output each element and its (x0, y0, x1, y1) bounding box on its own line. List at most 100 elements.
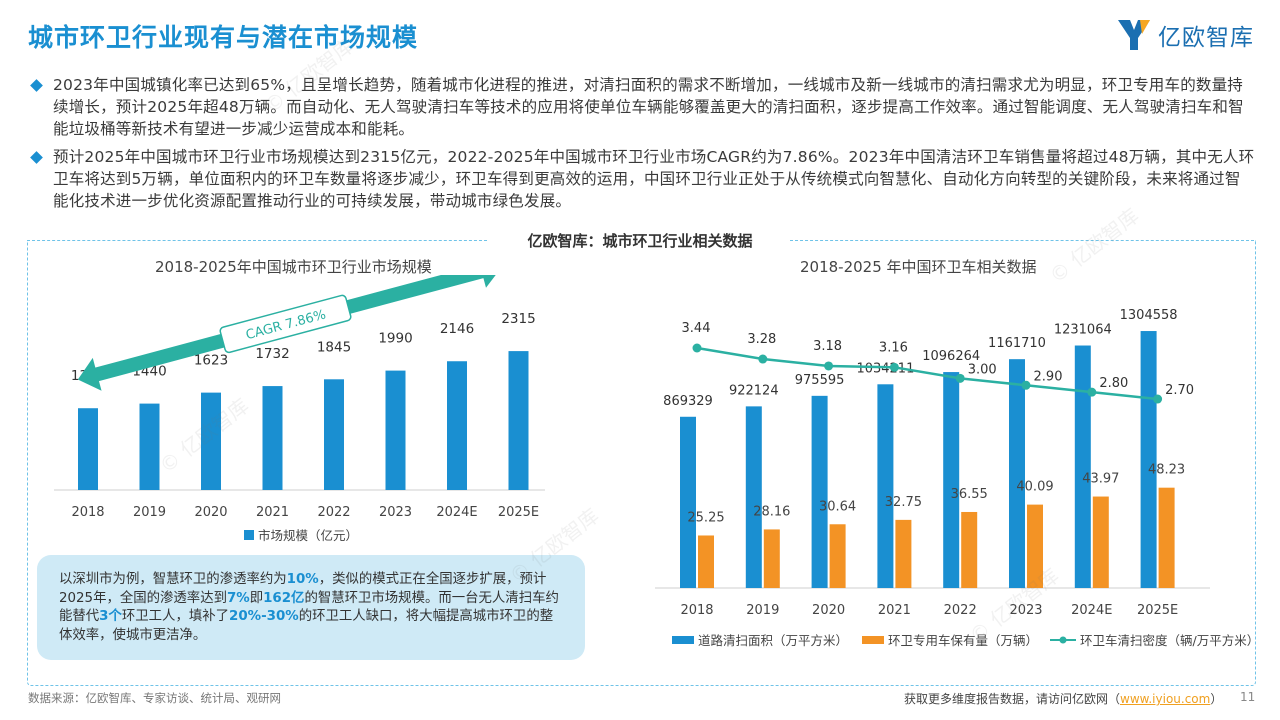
data-label-vehicles: 32.75 (885, 495, 922, 510)
logo-text: 亿欧智库 (1158, 25, 1254, 51)
page-number: 11 (1240, 690, 1256, 704)
density-label: 2.90 (1034, 369, 1063, 384)
bullet-text: 2023年中国城镇化率已达到65%，且呈增长趋势，随着城市化进程的推进，对清扫面… (53, 76, 1244, 138)
bar (201, 392, 221, 490)
bar-vehicles (1158, 487, 1175, 588)
tick-label: 2018 (680, 603, 713, 618)
data-label: 1623 (194, 353, 228, 369)
density-label: 3.18 (813, 339, 842, 354)
bar-vehicles (763, 529, 780, 588)
data-label-area: 1231064 (1054, 323, 1112, 338)
diamond-bullet-icon (30, 79, 43, 92)
data-label: 2146 (440, 321, 474, 337)
frame-top-right (790, 240, 1254, 241)
tick-label: 2021 (256, 505, 289, 520)
data-label-vehicles: 28.16 (753, 504, 790, 519)
bar (508, 351, 529, 490)
brand-logo: 亿欧智库 (1114, 16, 1254, 54)
data-label-area: 1096264 (922, 349, 980, 364)
legend-line-marker-icon (1050, 636, 1077, 643)
sanitation-vehicle-chart: 869329 25.25 2018 922124 28.16 2019 975595 30.6… (655, 308, 1210, 618)
legend-swatch (244, 529, 254, 540)
legend-swatch-vehicles (862, 635, 885, 644)
bullet-item: 2023年中国城镇化率已达到65%，且呈增长趋势，随着城市化进程的推进，对清扫面… (28, 74, 1256, 140)
bar-area (877, 384, 894, 588)
section-title: 亿欧智库：城市环卫行业相关数据 (0, 230, 1280, 251)
tick-label: 2024E (1071, 603, 1112, 618)
bar-vehicles (895, 519, 912, 588)
bar-area (745, 406, 762, 588)
tick-label: 2020 (194, 505, 227, 520)
bar (139, 403, 160, 490)
market-size-chart: 1363201814402019162320201732202118452022… (54, 275, 545, 520)
chart1-title: 2018-2025年中国城市环卫行业市场规模 (155, 258, 432, 276)
charts-frame (27, 240, 1256, 686)
bullet-text: 预计2025年中国城市环卫行业市场规模达到2315亿元，2022-2025年中国… (53, 148, 1255, 210)
bar-area (680, 416, 696, 588)
density-label: 3.00 (968, 362, 997, 377)
density-label: 3.44 (682, 321, 711, 336)
data-label: 1845 (317, 339, 351, 355)
page-title: 城市环卫行业现有与潜在市场规模 (28, 23, 419, 52)
tick-label: 2023 (1009, 603, 1042, 618)
data-label: 1990 (378, 331, 412, 347)
bar (385, 370, 406, 490)
legend-label: 市场规模（亿元） (258, 528, 359, 543)
bar-area (943, 372, 960, 588)
tick-label: 2023 (379, 505, 412, 520)
bar-area (1140, 331, 1157, 588)
tick-label: 2022 (317, 505, 350, 520)
summary-bullets: 2023年中国城镇化率已达到65%，且呈增长趋势，随着城市化进程的推进，对清扫面… (28, 74, 1256, 218)
density-label: 3.28 (747, 332, 776, 347)
legend-label-area: 道路清扫面积（万平方米） (698, 633, 849, 648)
bar-area (1074, 345, 1091, 588)
tick-label: 2024E (436, 505, 477, 520)
bar (447, 361, 467, 490)
density-line (696, 346, 1158, 401)
yiou-logo-icon (1118, 20, 1150, 50)
density-label: 3.16 (879, 340, 908, 355)
tick-label: 2025E (498, 505, 539, 520)
tick-label: 2021 (878, 603, 911, 618)
density-point (955, 373, 965, 383)
bar-vehicles (1092, 496, 1109, 588)
data-label-vehicles: 36.55 (951, 487, 988, 502)
density-point (692, 343, 702, 353)
density-point (1087, 387, 1097, 397)
bar-area (811, 395, 828, 588)
data-label: 1732 (255, 346, 289, 362)
bar-vehicles (698, 535, 714, 588)
bar-vehicles (829, 524, 846, 588)
bar (78, 408, 98, 490)
diamond-bullet-icon (30, 151, 43, 164)
tick-label: 2022 (944, 603, 977, 618)
legend-label-vehicles: 环卫专用车保有量（万辆） (888, 633, 1039, 648)
chart2-title: 2018-2025 年中国环卫车相关数据 (800, 258, 1037, 276)
data-label: 2315 (501, 311, 535, 327)
tick-label: 2018 (71, 505, 104, 520)
cagr-label-box (219, 294, 352, 354)
data-label-vehicles: 40.09 (1016, 480, 1053, 495)
chart1-legend: 市场规模（亿元） (244, 525, 358, 544)
density-point (824, 361, 834, 371)
density-point (889, 362, 899, 372)
data-label-area: 922124 (729, 383, 779, 398)
bar-vehicles (1027, 504, 1043, 588)
bar-vehicles (961, 511, 978, 588)
shenzhen-callout: 以深圳市为例，智慧环卫的渗透率约为10%，类似的模式正在全国逐步扩展，预计202… (37, 555, 585, 660)
data-label-area: 1034211 (856, 361, 914, 376)
bar (262, 386, 283, 490)
tick-label: 2019 (133, 505, 166, 520)
data-label-vehicles: 48.23 (1148, 463, 1185, 478)
density-point (1153, 394, 1163, 404)
data-label-vehicles: 30.64 (819, 499, 856, 514)
footer-more-info: 获取更多维度报告数据，请访问亿欧网（www.iyiou.com） (904, 692, 1223, 706)
data-label-area: 975595 (795, 373, 845, 388)
data-source: 数据来源：亿欧智库、专家访谈、统计局、观研网 (28, 691, 281, 705)
cagr-arrowhead-left (77, 357, 102, 391)
frame-top-left (27, 240, 487, 241)
density-label: 2.80 (1099, 376, 1128, 391)
data-label-area: 869329 (663, 394, 713, 409)
website-link[interactable]: www.iyiou.com (1120, 692, 1211, 706)
bar-area (1009, 359, 1025, 588)
